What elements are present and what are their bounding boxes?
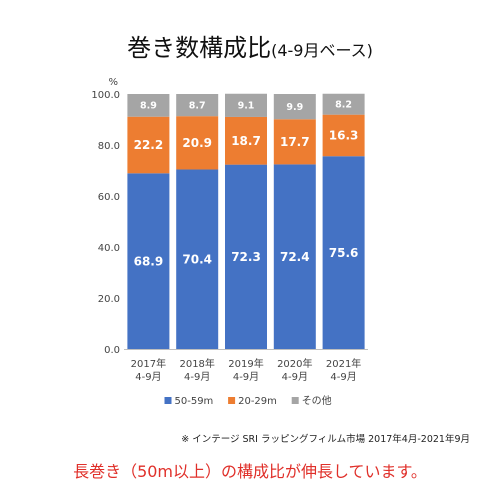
data-label: 70.4 — [182, 252, 212, 266]
data-label: 72.4 — [280, 250, 310, 264]
x-tick-label-line: 2017年 — [131, 357, 166, 370]
bar-segment-50-59m — [322, 156, 365, 349]
x-tick-label: 2019年 4-9月 — [228, 357, 263, 383]
y-tick-label: 80.0 — [98, 141, 120, 152]
caption: 長巻き（50m以上）の構成比が伸長しています。 — [73, 462, 427, 481]
source-note: ※ インテージ SRI ラッピングフィルム市場 2017年4月-2021年9月 — [181, 434, 470, 445]
bar-segment-その他 — [225, 93, 267, 117]
legend-label: 50-59m — [175, 396, 214, 407]
data-label: 16.3 — [329, 129, 359, 143]
y-tick-label: 0.0 — [104, 345, 120, 356]
data-label: 75.6 — [329, 246, 359, 260]
data-label: 9.1 — [238, 101, 255, 112]
x-tick-label-line: 4-9月 — [330, 371, 356, 383]
bar-segment-その他 — [322, 93, 365, 115]
x-tick-label-line: 2020年 — [277, 357, 312, 370]
bar-segment-50-59m — [127, 173, 170, 349]
data-label: 9.9 — [286, 102, 303, 113]
legend-swatch-20-29m — [228, 397, 236, 404]
legend-swatch-50-59m — [164, 397, 172, 404]
data-label: 8.2 — [335, 100, 352, 111]
y-axis-unit: % — [108, 77, 118, 88]
x-tick-label-line: 4-9月 — [135, 371, 161, 383]
bar-segment-20-29m — [322, 114, 365, 157]
x-tick-label: 2021年 4-9月 — [326, 357, 361, 383]
bar-segment-その他 — [273, 94, 316, 120]
x-tick-label-line: 2018年 — [179, 357, 214, 370]
data-label: 8.9 — [140, 101, 157, 112]
bar-segment-その他 — [176, 94, 219, 117]
data-label: 22.2 — [134, 138, 164, 152]
data-label: 17.7 — [280, 135, 310, 149]
x-tick-label-line: 2019年 — [228, 357, 263, 370]
chart-title: 巻き数構成比(4-9月ベース) — [0, 28, 500, 63]
y-tick-label: 40.0 — [98, 243, 120, 254]
chart-title-main: 巻き数構成比 — [127, 34, 272, 62]
data-label: 20.9 — [182, 136, 212, 150]
bar-segment-20-29m — [176, 116, 219, 170]
x-tick-label: 2018年 4-9月 — [179, 357, 214, 383]
chart-title-sub: (4-9月ベース) — [271, 41, 373, 60]
y-tick-label: 100.0 — [91, 90, 120, 101]
data-label: 18.7 — [231, 134, 261, 148]
y-tick-label: 20.0 — [98, 294, 120, 305]
x-tick-label-line: 4-9月 — [282, 371, 308, 383]
x-tick-label: 2017年 4-9月 — [131, 357, 166, 383]
legend-label: その他 — [302, 394, 332, 407]
bar-segment-50-59m — [273, 164, 316, 349]
x-tick-label-line: 4-9月 — [184, 371, 210, 383]
bar-segment-20-29m — [127, 116, 170, 174]
bar-segment-20-29m — [273, 119, 316, 165]
x-tick-label-line: 2021年 — [326, 357, 361, 370]
bar-segment-20-29m — [225, 116, 267, 165]
data-label: 8.7 — [189, 100, 206, 111]
bar-segment-50-59m — [176, 169, 219, 349]
legend-label: 20-29m — [238, 396, 277, 407]
legend-swatch-その他 — [291, 397, 299, 404]
x-tick-label-line: 4-9月 — [233, 371, 259, 383]
x-tick-label: 2020年 4-9月 — [277, 357, 312, 383]
y-tick-label: 60.0 — [98, 192, 120, 203]
data-label: 68.9 — [134, 254, 164, 268]
data-label: 72.3 — [231, 250, 261, 264]
bar-segment-50-59m — [225, 164, 267, 349]
bar-segment-その他 — [127, 94, 170, 117]
